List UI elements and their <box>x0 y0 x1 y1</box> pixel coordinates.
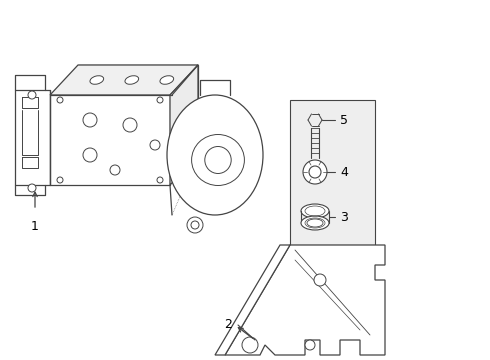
Circle shape <box>83 148 97 162</box>
Circle shape <box>187 217 203 233</box>
Polygon shape <box>15 90 50 185</box>
Circle shape <box>191 221 199 229</box>
Circle shape <box>57 97 63 103</box>
Polygon shape <box>50 95 170 185</box>
Circle shape <box>314 274 326 286</box>
Circle shape <box>150 140 160 150</box>
Polygon shape <box>78 65 198 155</box>
Ellipse shape <box>301 204 329 218</box>
Circle shape <box>157 177 163 183</box>
Circle shape <box>110 165 120 175</box>
Polygon shape <box>225 245 385 355</box>
Circle shape <box>83 113 97 127</box>
Circle shape <box>123 118 137 132</box>
Ellipse shape <box>192 135 245 185</box>
Ellipse shape <box>205 147 231 174</box>
Circle shape <box>305 340 315 350</box>
Text: 3: 3 <box>340 211 348 224</box>
Circle shape <box>303 160 327 184</box>
Ellipse shape <box>167 95 263 215</box>
Text: 2: 2 <box>224 319 232 332</box>
Circle shape <box>57 177 63 183</box>
Text: 1: 1 <box>31 220 39 233</box>
Circle shape <box>28 91 36 99</box>
Ellipse shape <box>307 219 323 227</box>
Bar <box>290 100 375 245</box>
Circle shape <box>309 166 321 178</box>
Ellipse shape <box>301 216 329 230</box>
Ellipse shape <box>125 76 139 84</box>
Ellipse shape <box>160 76 173 84</box>
Polygon shape <box>50 65 198 95</box>
Text: 4: 4 <box>340 166 348 179</box>
Text: 5: 5 <box>340 113 348 126</box>
Circle shape <box>157 97 163 103</box>
Ellipse shape <box>90 76 104 84</box>
Circle shape <box>242 337 258 353</box>
Circle shape <box>28 184 36 192</box>
Polygon shape <box>170 65 198 185</box>
Polygon shape <box>215 245 290 355</box>
